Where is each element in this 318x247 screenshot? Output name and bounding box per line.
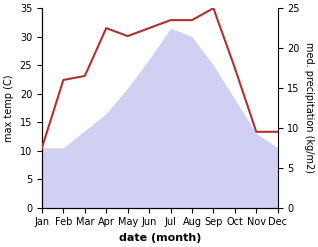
Y-axis label: max temp (C): max temp (C) [4, 74, 14, 142]
Y-axis label: med. precipitation (kg/m2): med. precipitation (kg/m2) [304, 42, 314, 173]
X-axis label: date (month): date (month) [119, 233, 201, 243]
